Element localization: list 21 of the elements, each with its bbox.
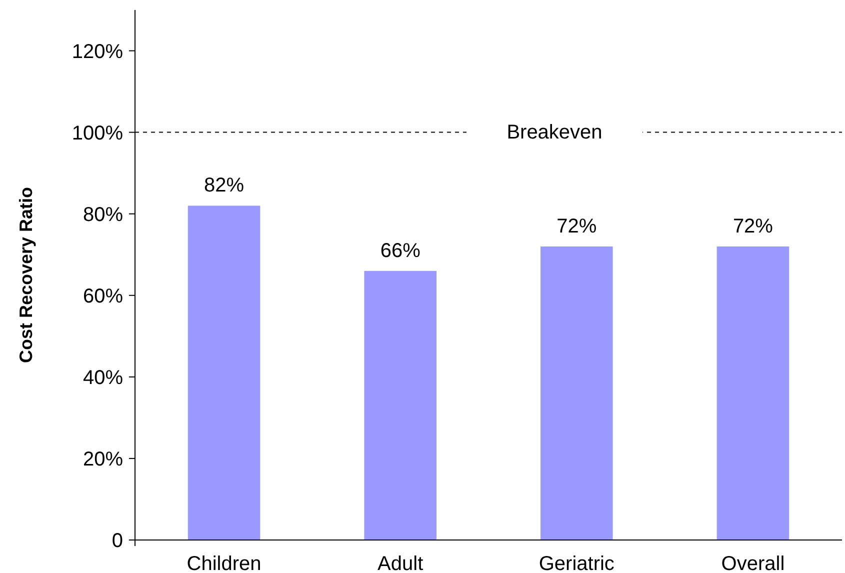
bar [540, 246, 613, 540]
y-tick-label: 20% [82, 448, 124, 470]
x-tick-label: Adult [378, 553, 424, 573]
y-tick-label: 60% [82, 285, 124, 308]
y-tick-label: 0 [112, 530, 123, 552]
y-tick-label: 80% [82, 204, 124, 226]
data-label: 82% [204, 174, 244, 197]
data-label: 66% [380, 240, 421, 262]
y-axis-title: Cost Recovery Ratio [16, 186, 36, 364]
ref-line-label: Breakeven [506, 121, 602, 144]
x-tick-label: Geriatric [538, 553, 614, 573]
bar [188, 206, 260, 540]
data-label: 72% [732, 215, 774, 238]
y-tick-label: 40% [82, 366, 124, 389]
x-tick-label: Children [186, 553, 262, 573]
y-tick-label: 120% [72, 40, 124, 63]
x-tick-label: Overall [721, 553, 785, 573]
bar [716, 246, 790, 540]
data-label: 72% [556, 215, 597, 238]
bar [364, 270, 436, 540]
y-tick-label: 100% [72, 122, 124, 144]
